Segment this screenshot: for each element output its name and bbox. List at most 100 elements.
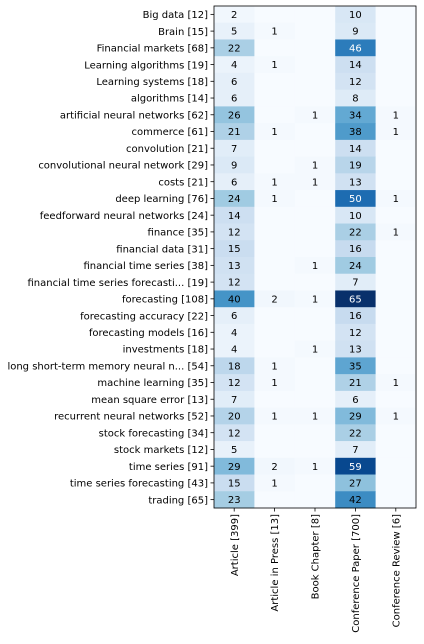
heatmap-cell xyxy=(254,156,296,174)
heatmap-cell xyxy=(375,357,417,375)
heatmap-cell xyxy=(335,22,376,40)
y-tick-label: mean square error [13] xyxy=(91,395,208,406)
heatmap-cell xyxy=(214,223,255,241)
heatmap-cell xyxy=(294,407,336,425)
x-tick-label: Article [399] xyxy=(230,514,241,576)
heatmap-cell xyxy=(254,340,296,358)
cell-value-label: 20 xyxy=(228,412,241,423)
heatmap-cell xyxy=(294,340,336,358)
heatmap-cell xyxy=(214,491,255,509)
cell-value-label: 12 xyxy=(228,378,241,389)
heatmap-cell xyxy=(335,441,376,459)
heatmap-cell xyxy=(375,139,417,157)
heatmap-cell xyxy=(214,257,255,275)
cell-value-label: 16 xyxy=(349,244,362,255)
heatmap-cell xyxy=(335,357,376,375)
cell-value-label: 1 xyxy=(312,261,318,272)
heatmap-cell xyxy=(294,457,336,475)
heatmap-cell xyxy=(254,307,296,325)
cell-value-label: 7 xyxy=(352,445,358,456)
heatmap-cell xyxy=(335,340,376,358)
heatmap-cell xyxy=(294,374,336,392)
heatmap-cell xyxy=(375,39,417,57)
y-tick-label: time series forecasting [43] xyxy=(70,479,208,490)
heatmap-cell xyxy=(294,390,336,408)
cell-value-label: 38 xyxy=(349,127,362,138)
heatmap-cell xyxy=(254,139,296,157)
heatmap-cell xyxy=(214,89,255,107)
x-tick-label: Conference Review [6] xyxy=(391,514,402,627)
heatmap-cell xyxy=(254,56,296,74)
heatmap-cell xyxy=(214,139,255,157)
heatmap-cell xyxy=(294,491,336,509)
cell-value-label: 1 xyxy=(271,60,277,71)
heatmap-cell xyxy=(294,307,336,325)
heatmap-cell xyxy=(254,72,296,91)
heatmap-cell xyxy=(214,206,255,224)
heatmap-cell xyxy=(375,457,417,475)
cell-value-label: 13 xyxy=(349,345,362,356)
y-tick-label: Brain [15] xyxy=(158,27,208,38)
heatmap-cell xyxy=(335,257,376,275)
cell-value-label: 16 xyxy=(349,311,362,322)
cell-value-label: 14 xyxy=(349,60,362,71)
heatmap-cell xyxy=(214,424,255,442)
cell-value-label: 14 xyxy=(349,144,362,155)
cell-value-label: 42 xyxy=(349,495,362,506)
cell-value-label: 65 xyxy=(349,294,362,305)
heatmap-cell xyxy=(335,123,376,141)
heatmap-cell xyxy=(254,89,296,107)
cell-value-label: 2 xyxy=(231,10,237,21)
x-tick-label: Conference Paper [700] xyxy=(351,514,362,633)
heatmap-cell xyxy=(214,457,255,475)
cell-value-label: 23 xyxy=(228,495,241,506)
cell-value-label: 1 xyxy=(271,479,277,490)
heatmap-cell xyxy=(375,56,417,74)
y-tick-label: finance [35] xyxy=(148,228,209,239)
heatmap-cell xyxy=(254,407,296,425)
heatmap-cell xyxy=(294,323,336,342)
heatmap-cell xyxy=(254,390,296,408)
y-tick-label: Learning algorithms [19] xyxy=(84,60,208,71)
heatmap-cell xyxy=(254,257,296,275)
heatmap-cell xyxy=(214,190,255,208)
cell-value-label: 1 xyxy=(271,127,277,138)
y-tick-label: algorithms [14] xyxy=(131,94,208,105)
heatmap-cell-labels: 2 105 1 922 464 1 146 126 826 1 34 121 1 38 17 149 1 196 1… xyxy=(228,10,399,506)
y-tick-label: stock forecasting [34] xyxy=(99,428,208,439)
heatmap-cell xyxy=(335,407,376,425)
heatmap-cell xyxy=(294,139,336,157)
heatmap-cell xyxy=(254,474,296,492)
heatmap-cell xyxy=(254,323,296,342)
heatmap-cell xyxy=(254,173,296,191)
cell-value-label: 19 xyxy=(349,161,362,172)
y-tick-label: Learning systems [18] xyxy=(96,77,208,88)
heatmap-cell xyxy=(375,491,417,509)
cell-value-label: 1 xyxy=(312,462,318,473)
heatmap-cell xyxy=(214,340,255,358)
cell-value-label: 10 xyxy=(349,211,362,222)
cell-value-label: 1 xyxy=(312,412,318,423)
y-tick-label: convolutional neural network [29] xyxy=(38,161,208,172)
heatmap-cell xyxy=(254,424,296,442)
heatmap-cell xyxy=(335,89,376,107)
heatmap-cell xyxy=(254,190,296,208)
heatmap-cell xyxy=(335,206,376,224)
heatmap-cell xyxy=(254,6,296,24)
heatmap-cell xyxy=(294,173,336,191)
cell-value-label: 1 xyxy=(393,127,399,138)
cell-value-label: 15 xyxy=(228,479,241,490)
cell-value-label: 15 xyxy=(228,244,241,255)
cell-value-label: 24 xyxy=(349,261,362,272)
heatmap-cell xyxy=(294,72,336,91)
heatmap-cell xyxy=(254,357,296,375)
y-tick-label: convolution [21] xyxy=(126,144,208,155)
cell-value-label: 12 xyxy=(349,77,362,88)
y-tick-label: costs [21] xyxy=(158,177,208,188)
heatmap-cell xyxy=(254,223,296,241)
heatmap-cell xyxy=(254,273,296,291)
cell-value-label: 8 xyxy=(352,94,358,105)
cell-value-label: 24 xyxy=(228,194,241,205)
cell-value-label: 1 xyxy=(271,378,277,389)
cell-value-label: 1 xyxy=(271,194,277,205)
